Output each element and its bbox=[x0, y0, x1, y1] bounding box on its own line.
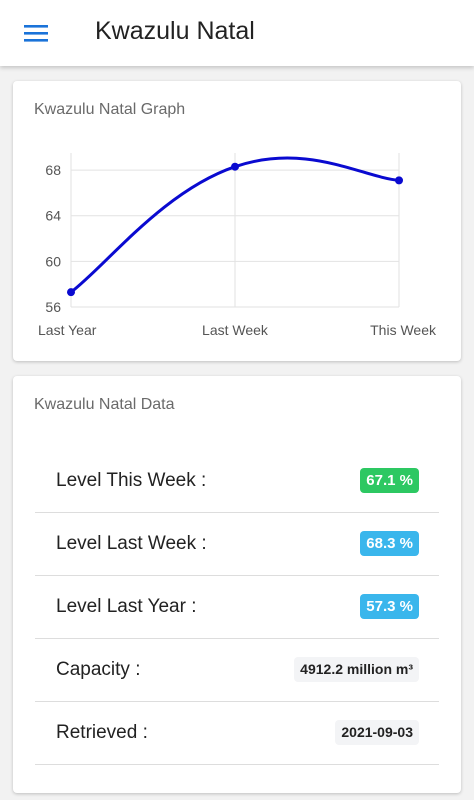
y-tick-label: 68 bbox=[45, 162, 61, 178]
y-tick-label: 60 bbox=[45, 253, 61, 269]
level-badge: 57.3 % bbox=[360, 594, 419, 619]
data-row-level-last-year: Level Last Year : 57.3 % bbox=[35, 575, 439, 639]
data-row-level-this-week: Level This Week : 67.1 % bbox=[35, 449, 439, 513]
chart-grid bbox=[70, 153, 400, 308]
data-row-level-last-week: Level Last Week : 68.3 % bbox=[35, 512, 439, 576]
data-row-capacity: Capacity : 4912.2 million m³ bbox=[35, 638, 439, 702]
level-line-chart: 56 60 64 68 Last Year Last Week This Week bbox=[38, 153, 437, 338]
series-points bbox=[67, 162, 403, 297]
row-label: Level This Week : bbox=[56, 470, 207, 491]
page-title: Kwazulu Natal bbox=[95, 17, 255, 45]
x-tick-label: This Week bbox=[370, 322, 437, 338]
x-axis-ticks: Last Year Last Week This Week bbox=[38, 322, 437, 338]
data-point-2 bbox=[231, 162, 239, 171]
data-point-3 bbox=[395, 176, 403, 185]
x-tick-label: Last Year bbox=[38, 322, 97, 338]
data-row-retrieved: Retrieved : 2021-09-03 bbox=[35, 701, 439, 765]
row-label: Retrieved : bbox=[56, 722, 148, 743]
y-axis-ticks: 56 60 64 68 bbox=[45, 162, 61, 315]
row-label: Level Last Year : bbox=[56, 596, 197, 617]
x-tick-label: Last Week bbox=[202, 322, 269, 338]
y-tick-label: 56 bbox=[45, 299, 61, 315]
level-badge: 68.3 % bbox=[360, 531, 419, 556]
retrieved-date-value: 2021-09-03 bbox=[335, 720, 419, 745]
y-tick-label: 64 bbox=[45, 208, 61, 224]
row-label: Capacity : bbox=[56, 659, 141, 680]
data-card-title: Kwazulu Natal Data bbox=[34, 396, 175, 413]
hamburger-menu-icon bbox=[24, 25, 48, 42]
capacity-value: 4912.2 million m³ bbox=[294, 657, 419, 682]
data-point-1 bbox=[67, 288, 75, 297]
menu-button[interactable] bbox=[18, 14, 56, 52]
graph-card: Kwazulu Natal Graph 56 60 64 68 Last Year La… bbox=[13, 81, 461, 361]
graph-card-title: Kwazulu Natal Graph bbox=[34, 101, 186, 118]
level-badge: 67.1 % bbox=[360, 468, 419, 493]
app-bar: Kwazulu Natal bbox=[0, 0, 474, 66]
row-label: Level Last Week : bbox=[56, 533, 207, 554]
